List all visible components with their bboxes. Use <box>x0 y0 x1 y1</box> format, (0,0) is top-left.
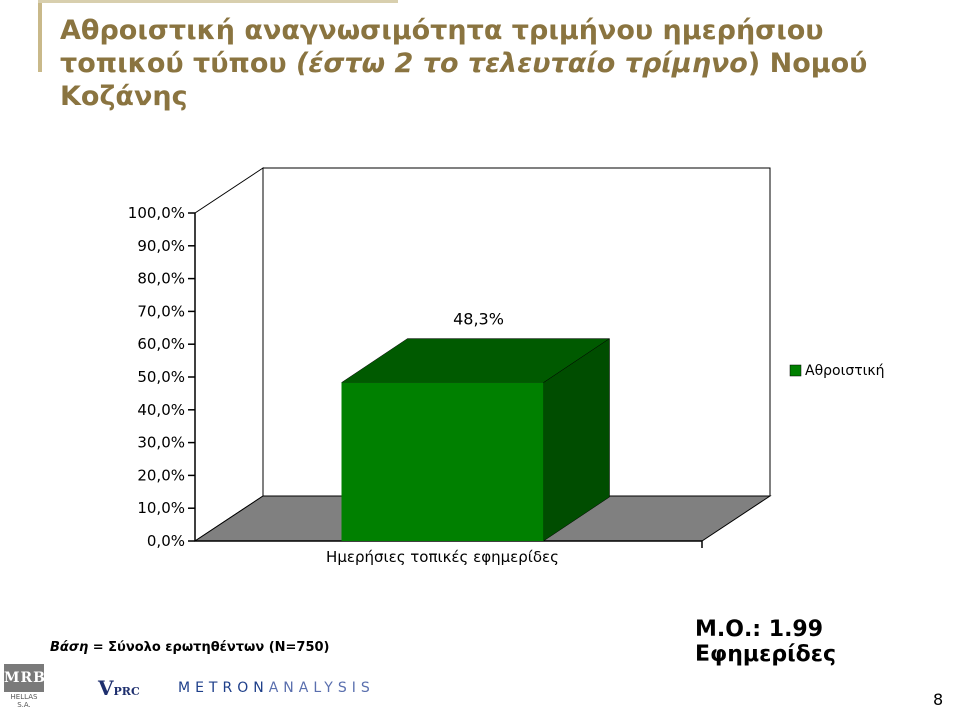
bar-data-label: 48,3% <box>453 310 504 329</box>
y-tick-label: 50,0% <box>137 368 185 386</box>
y-tick-label: 60,0% <box>137 335 185 353</box>
vprc-logo-v: V <box>98 676 114 700</box>
page-number: 8 <box>933 690 944 709</box>
y-tick-label: 40,0% <box>137 401 185 419</box>
y-tick-label: 30,0% <box>137 434 185 452</box>
y-tick-label: 10,0% <box>137 499 185 517</box>
title-part-1: Αθροιστική αναγνωσιμότητα τριμήνου ημερή… <box>60 15 824 79</box>
y-tick-label: 100,0% <box>128 204 185 222</box>
title-part-2: ) Νομού Κοζάνης <box>60 48 868 112</box>
y-tick-label: 80,0% <box>137 270 185 288</box>
metron-logo-a: METRON <box>178 680 269 696</box>
base-note-label: Βάση <box>50 640 89 655</box>
slide-title: Αθροιστική αναγνωσιμότητα τριμήνου ημερή… <box>60 14 920 113</box>
legend-swatch <box>789 364 802 377</box>
title-italic: (έστω 2 το τελευταίο τρίμηνο <box>296 48 748 79</box>
base-note-text: = Σύνολο ερωτηθέντων (Ν=750) <box>88 640 330 655</box>
vprc-logo-rest: PRC <box>113 685 140 698</box>
metron-analysis-logo: METRONANALYSIS <box>178 680 375 696</box>
y-tick-label: 70,0% <box>137 302 185 320</box>
x-category-label: Ημερήσιες τοπικές εφημερίδες <box>326 548 559 566</box>
bar <box>341 382 544 541</box>
y-tick-label: 0,0% <box>147 532 185 550</box>
corner-decoration-top <box>38 0 398 3</box>
mean-note: Μ.Ο.: 1.99 Εφημερίδες <box>695 617 837 667</box>
bar-chart: 0,0% 10,0% 20,0% 30,0% 40,0% 50,0% 60,0% 70,0% 8… <box>128 167 885 566</box>
metron-logo-b: ANALYSIS <box>268 680 375 696</box>
vprc-logo: VPRC <box>98 676 140 700</box>
y-tick-label: 20,0% <box>137 466 185 484</box>
legend-label: Αθροιστική <box>805 363 885 379</box>
mrb-logo-sub: HELLAS S.A. <box>10 693 38 709</box>
mrb-logo: MRB HELLAS S.A. <box>4 664 48 709</box>
mrb-logo-mark: MRB <box>4 664 45 692</box>
y-tick-label: 90,0% <box>137 237 185 255</box>
chart-side-wall <box>194 167 264 542</box>
base-note: Βάση = Σύνολο ερωτηθέντων (Ν=750) <box>50 640 330 655</box>
corner-decoration <box>38 0 42 72</box>
